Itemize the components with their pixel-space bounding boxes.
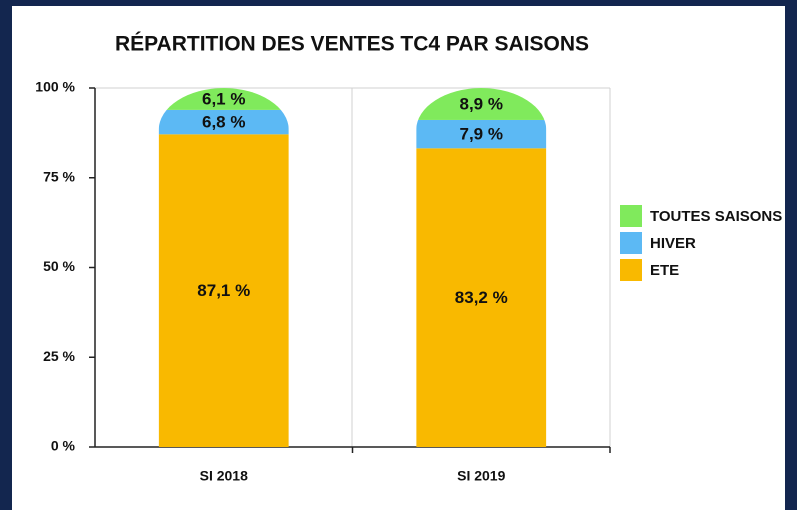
bar-segment [158, 109, 289, 135]
background [12, 6, 785, 510]
legend-swatch [620, 232, 642, 254]
legend-swatch [620, 259, 642, 281]
data-label: 6,1 % [202, 89, 245, 108]
legend-label: HIVER [650, 235, 696, 252]
x-tick-label: SI 2018 [200, 468, 248, 484]
bar-segment [158, 134, 289, 447]
bar-segment [416, 148, 547, 447]
legend-label: ETE [650, 262, 679, 279]
legend-swatch [620, 205, 642, 227]
bar-group [158, 88, 289, 447]
chart-title: RÉPARTITION DES VENTES TC4 PAR SAISONS [115, 33, 589, 56]
data-label: 8,9 % [460, 94, 503, 113]
data-label: 6,8 % [202, 113, 245, 132]
data-label: 83,2 % [455, 288, 508, 307]
y-tick-label: 50 % [43, 258, 75, 274]
y-tick-label: 100 % [35, 79, 75, 95]
y-tick-label: 0 % [51, 438, 76, 454]
y-tick-label: 25 % [43, 348, 75, 364]
y-tick-label: 75 % [43, 168, 75, 184]
data-label: 87,1 % [197, 281, 250, 300]
x-tick-label: SI 2019 [457, 468, 505, 484]
legend-label: TOUTES SAISONS [650, 208, 782, 225]
data-label: 7,9 % [460, 125, 503, 144]
bar-segment [416, 119, 547, 149]
